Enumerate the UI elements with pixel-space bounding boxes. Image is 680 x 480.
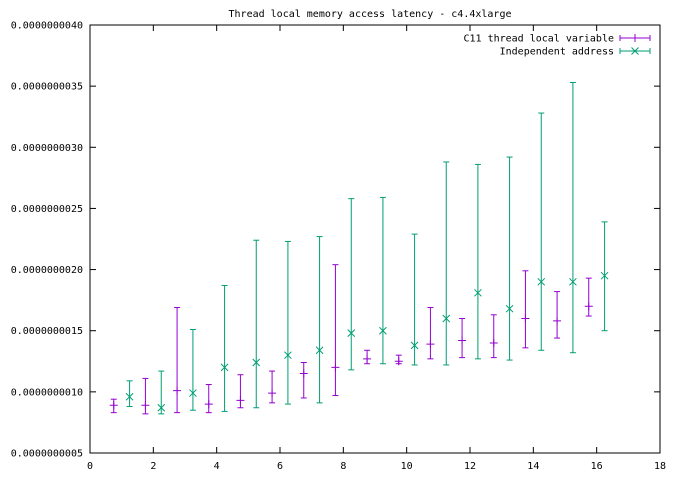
x-tick-label: 2	[150, 461, 156, 472]
y-tick-label: 0.0000000005	[11, 449, 83, 460]
y-tick-label: 0.0000000030	[11, 143, 83, 154]
legend-label: C11 thread local variable	[463, 34, 614, 45]
x-tick-label: 16	[591, 461, 603, 472]
y-tick-label: 0.0000000020	[11, 265, 83, 276]
data-point	[189, 389, 197, 397]
x-tick-label: 14	[527, 461, 539, 472]
data-point	[553, 316, 562, 325]
data-point	[379, 326, 387, 335]
x-tick-label: 4	[214, 461, 220, 472]
y-tick-label: 0.0000000025	[11, 204, 83, 215]
data-point	[299, 369, 308, 378]
y-tick-label: 0.0000000015	[11, 326, 83, 337]
series-2	[125, 81, 609, 415]
legend-swatch	[619, 47, 651, 55]
data-point	[363, 354, 372, 363]
data-point	[252, 358, 261, 367]
legend-marker	[631, 34, 639, 42]
axes: 0 2 4 6 8 10 12 14 16 18 0.0000000005 0.0000000010 0…	[11, 21, 666, 473]
data-point	[600, 271, 609, 280]
data-point	[268, 389, 277, 398]
y-tick-label: 0.0000000010	[11, 387, 83, 398]
data-point	[157, 403, 166, 412]
x-tick-label: 6	[277, 461, 283, 472]
data-point	[537, 277, 546, 286]
data-point	[220, 363, 229, 372]
x-tick-label: 10	[401, 461, 413, 472]
plot-frame	[89, 24, 661, 454]
data-point	[315, 346, 324, 355]
x-tick-label: 8	[340, 461, 346, 472]
y-tick-label: 0.0000000040	[11, 21, 83, 32]
data-point	[442, 314, 451, 323]
data-point	[474, 288, 482, 297]
data-point	[331, 363, 340, 372]
data-point	[505, 304, 514, 313]
data-point	[347, 329, 356, 338]
chart-title: Thread local memory access latency - c4.…	[229, 9, 512, 20]
x-tick-label: 18	[654, 461, 666, 472]
legend-marker	[631, 47, 639, 55]
data-point	[410, 341, 419, 350]
series-layer	[109, 81, 609, 415]
x-tick-label: 0	[87, 461, 93, 472]
data-point	[204, 400, 213, 409]
data-point	[426, 340, 435, 349]
data-point	[236, 396, 245, 405]
legend-swatch	[619, 34, 651, 42]
data-point	[489, 338, 498, 347]
plot-border	[89, 24, 661, 454]
data-point	[458, 336, 467, 345]
data-point	[109, 401, 118, 410]
legend: C11 thread local variable Independent add…	[463, 34, 651, 58]
data-point	[284, 351, 292, 360]
data-point	[394, 357, 403, 366]
x-tick-label: 12	[464, 461, 476, 472]
series-1	[109, 264, 593, 415]
y-tick-label: 0.0000000035	[11, 82, 83, 93]
data-point	[141, 401, 150, 410]
data-point	[521, 314, 530, 323]
legend-label: Independent address	[500, 47, 614, 58]
data-point	[125, 392, 134, 401]
data-point	[173, 386, 182, 395]
data-point	[569, 277, 577, 286]
data-point	[584, 302, 593, 311]
